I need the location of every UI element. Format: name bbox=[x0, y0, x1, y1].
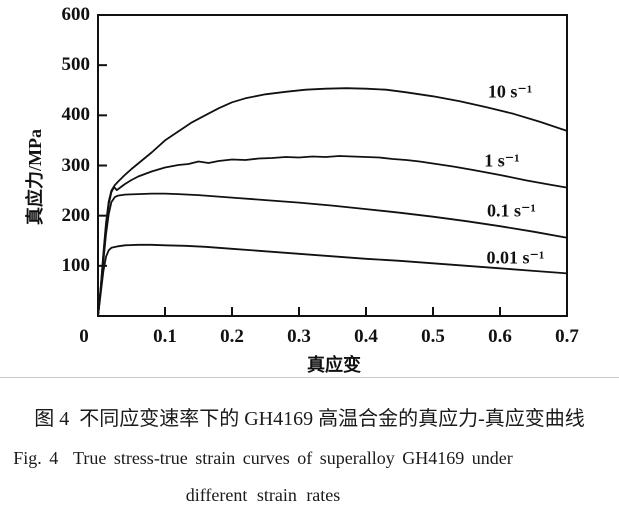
stress-strain-chart bbox=[97, 14, 568, 317]
y-tick-label: 300 bbox=[61, 154, 91, 176]
y-tick-label: 500 bbox=[61, 54, 91, 76]
plot-border bbox=[97, 14, 568, 317]
x-tick-label: 0.1 bbox=[153, 326, 177, 347]
x-axis-title: 真应变 bbox=[307, 355, 361, 375]
caption-chinese: 图 4 不同应变速率下的 GH4169 高温合金的真应力-真应变曲线 bbox=[34, 408, 585, 430]
x-tick-label: 0.5 bbox=[421, 326, 445, 347]
separator-line bbox=[0, 377, 619, 378]
curve-label-0p01s: 0.01 s⁻¹ bbox=[486, 247, 545, 268]
x-tick-label: 0.4 bbox=[354, 326, 378, 347]
curve-label-1s: 1 s⁻¹ bbox=[484, 150, 520, 170]
x-tick-label: 0 bbox=[79, 326, 89, 347]
caption-english-line2: different strain rates bbox=[185, 485, 341, 505]
y-tick-label: 600 bbox=[61, 4, 91, 25]
curve-label-0p1s: 0.1 s⁻¹ bbox=[486, 200, 536, 221]
x-tick-label: 0.7 bbox=[555, 326, 579, 347]
x-tick-label: 0.6 bbox=[488, 326, 512, 347]
y-tick-label: 100 bbox=[61, 254, 91, 276]
x-tick-label: 0.3 bbox=[287, 326, 311, 347]
curve-series-3 bbox=[97, 243, 568, 317]
x-tick-label: 0.2 bbox=[220, 326, 244, 347]
curve-series-1 bbox=[97, 155, 568, 317]
caption-english-line1: Fig. 4 True stress-true strain curves of… bbox=[13, 448, 513, 468]
y-tick-label: 200 bbox=[61, 204, 91, 226]
y-tick-label: 400 bbox=[61, 104, 91, 126]
curve-series-2 bbox=[97, 192, 568, 317]
curve-label-10s: 10 s⁻¹ bbox=[487, 81, 533, 102]
